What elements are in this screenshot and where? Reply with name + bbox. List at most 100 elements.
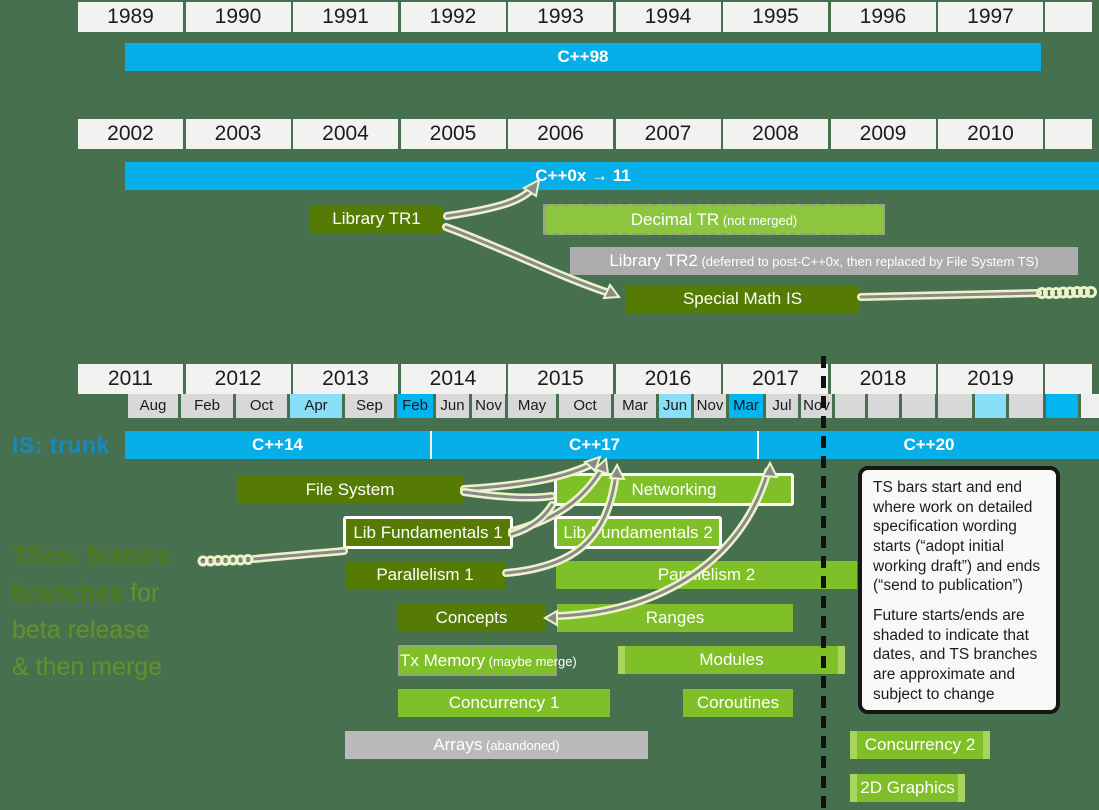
- merge-arrow: [460, 488, 556, 502]
- year-cell: 2011: [78, 364, 183, 394]
- concurrency-1-bar-label: Concurrency 1: [448, 693, 560, 712]
- month-cell-blank: [835, 394, 865, 418]
- year-cell: 1989: [78, 2, 183, 32]
- month-cell-blank: [1046, 394, 1078, 418]
- year-cell: 2009: [830, 119, 936, 149]
- cpp0x-trunk-bar: C++0x → 11: [125, 162, 1099, 190]
- cpp17-label: C++17: [568, 435, 621, 454]
- concepts-bar-label: Concepts: [435, 608, 508, 627]
- decimal-tr-bar-sublabel: (not merged): [719, 213, 798, 228]
- year-cell: 1991: [293, 2, 398, 32]
- parallelism-1-bar-label: Parallelism 1: [376, 565, 474, 584]
- library-tr2-bar-label: Library TR2: [609, 251, 698, 270]
- month-cell: Mar: [729, 394, 763, 418]
- month-cell-blank: [1081, 394, 1099, 418]
- arrays-bar-sublabel: (abandoned): [482, 738, 560, 753]
- ts-branches-label-line: & then merge: [12, 653, 163, 681]
- year-cell: 2002: [78, 119, 183, 149]
- trunk-separator: [430, 431, 432, 459]
- note-paragraph-1: TS bars start and end where work on deta…: [873, 479, 1041, 595]
- month-cell: Oct: [236, 394, 287, 418]
- parallelism-2-bar: Parallelism 2: [556, 561, 857, 589]
- month-cell: Apr: [290, 394, 342, 418]
- ts-branches-side-label: TSes: feature branches for beta release & t…: [12, 538, 197, 686]
- tx-memory-bar-label: Tx Memory: [400, 651, 485, 670]
- decimal-tr-bar: Decimal TR (not merged): [543, 204, 885, 235]
- ranges-to-concepts-arrow-icon: [543, 609, 558, 627]
- lib-fundamentals-1-bar-label: Lib Fundamentals 1: [353, 523, 503, 542]
- continuation-trail: [857, 286, 1097, 301]
- networking-bar-label: Networking: [631, 480, 717, 499]
- year-cell: 2012: [185, 364, 291, 394]
- library-tr1-bar-label: Library TR1: [332, 209, 421, 228]
- modules-bar-label: Modules: [699, 650, 764, 669]
- year-cell: 2005: [400, 119, 506, 149]
- year-cell-partial: [1045, 364, 1092, 394]
- year-cell: 2013: [293, 364, 398, 394]
- year-cell: 1996: [830, 2, 936, 32]
- year-cell: 2007: [615, 119, 721, 149]
- month-cell: Sep: [345, 394, 394, 418]
- is-trunk-side-label: IS: trunk: [12, 432, 110, 458]
- future-boundary-dashed-line: [821, 356, 826, 810]
- month-cell: Feb: [181, 394, 233, 418]
- special-math-is-bar: Special Math IS: [625, 285, 860, 313]
- year-cell: 2018: [830, 364, 936, 394]
- month-cell-blank: [902, 394, 935, 418]
- is-trunk-bar: C++14 C++17 C++20: [125, 431, 1099, 459]
- month-cell: Jun: [659, 394, 691, 418]
- year-cell: 1990: [185, 2, 291, 32]
- year-cell: 1993: [508, 2, 613, 32]
- year-cell: 2004: [293, 119, 398, 149]
- year-cell: 2014: [400, 364, 506, 394]
- merge-arrow: [508, 501, 556, 538]
- year-cell: 2003: [185, 119, 291, 149]
- month-cell: Aug: [128, 394, 178, 418]
- note-paragraph-2: Future starts/ends are shaded to indicat…: [873, 607, 1038, 703]
- month-cell-blank: [975, 394, 1006, 418]
- year-cell: 2010: [938, 119, 1043, 149]
- networking-bar: Networking: [554, 473, 794, 506]
- ts-branches-label-line: branches for: [12, 579, 160, 607]
- month-cell-blank: [938, 394, 972, 418]
- tx-memory-bar: Tx Memory (maybe merge): [398, 645, 577, 676]
- cpp20-label: C++20: [903, 435, 955, 454]
- lib-fundamentals-2-bar: Lib Fundamentals 2: [554, 516, 722, 549]
- file-system-bar-label: File System: [305, 480, 395, 499]
- lib-fundamentals-1-bar: Lib Fundamentals 1: [343, 516, 513, 549]
- arrays-bar: Arrays (abandoned): [345, 731, 648, 759]
- concepts-bar: Concepts: [398, 604, 545, 632]
- trunk-separator: [757, 431, 759, 459]
- arrays-bar-label: Arrays: [433, 735, 483, 754]
- library-tr2-bar: Library TR2 (deferred to post-C++0x, the…: [570, 247, 1078, 275]
- month-cell: Nov: [694, 394, 726, 418]
- year-cell: 2008: [723, 119, 828, 149]
- continuation-coil-icon: [197, 547, 348, 567]
- ranges-bar-label: Ranges: [645, 608, 705, 627]
- year-cell: 2015: [508, 364, 613, 394]
- cpp98-trunk-bar: C++98: [125, 43, 1041, 71]
- cpp14-label: C++14: [251, 435, 304, 454]
- year-cell: 1995: [723, 2, 828, 32]
- tx-memory-bar-sublabel: (maybe merge): [485, 654, 577, 669]
- ts-note-box: TS bars start and end where work on deta…: [858, 466, 1060, 714]
- month-cell: Jul: [766, 394, 798, 418]
- year-cell: 2016: [615, 364, 721, 394]
- ts-branches-label-line: beta release: [12, 616, 150, 644]
- year-cell-partial: [1045, 119, 1092, 149]
- concurrency-2-bar: Concurrency 2: [850, 731, 990, 759]
- month-cell: Mar: [614, 394, 656, 418]
- 2d-graphics-bar: 2D Graphics: [850, 774, 965, 802]
- month-cell: Oct: [559, 394, 611, 418]
- year-cell: 2019: [938, 364, 1043, 394]
- year-cell: 1992: [400, 2, 506, 32]
- library-tr2-bar-sublabel: (deferred to post-C++0x, then replaced b…: [697, 254, 1039, 269]
- coroutines-bar-label: Coroutines: [696, 693, 780, 712]
- year-cell: 1997: [938, 2, 1043, 32]
- month-cell-blank: [1009, 394, 1043, 418]
- month-cell: Nov: [801, 394, 832, 418]
- ts-branches-label-line: TSes: feature: [12, 542, 171, 570]
- month-cell: Jun: [436, 394, 469, 418]
- special-math-is-bar-label: Special Math IS: [682, 289, 803, 308]
